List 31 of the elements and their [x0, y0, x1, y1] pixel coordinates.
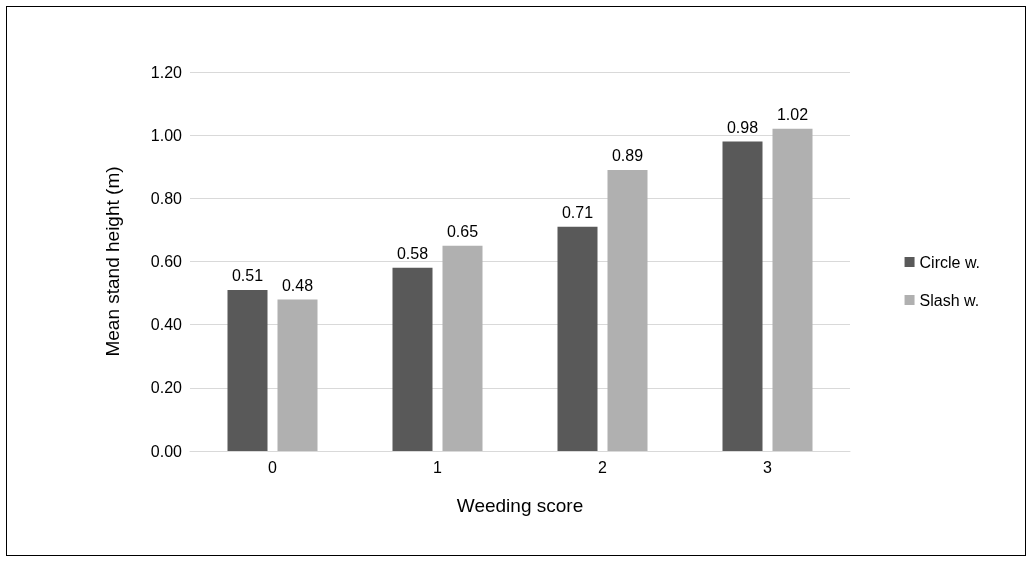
- y-tick-label: 0.00: [150, 442, 183, 460]
- data-label: 0.48: [281, 276, 314, 294]
- y-tick-label: 0.80: [150, 189, 183, 207]
- bar: [607, 169, 648, 451]
- y-tick-label: 0.40: [150, 316, 183, 334]
- legend-label: Circle w.: [919, 253, 980, 271]
- data-label: 0.65: [446, 223, 479, 241]
- y-tick-label: 1.20: [150, 63, 183, 81]
- legend-label: Slash w.: [919, 291, 980, 309]
- x-tick-label: 3: [763, 458, 773, 476]
- y-axis-title: Mean stand height (m): [102, 166, 123, 357]
- bar: [772, 128, 813, 451]
- data-label: 0.89: [611, 147, 644, 165]
- y-tick-label: 0.20: [150, 379, 183, 397]
- y-tick-label: 1.00: [150, 126, 183, 144]
- y-tick-label: 0.60: [150, 253, 183, 270]
- data-label: 0.98: [726, 118, 759, 136]
- data-label: 0.51: [231, 267, 264, 285]
- bar: [557, 226, 598, 451]
- x-tick-label: 1: [433, 458, 443, 476]
- x-tick-label: 2: [598, 458, 608, 476]
- bar: [277, 299, 318, 451]
- data-label: 0.71: [561, 204, 594, 222]
- x-tick-label: 0: [268, 458, 278, 476]
- data-label: 1.02: [776, 106, 809, 124]
- bar: [227, 289, 268, 451]
- bar: [722, 141, 763, 451]
- bar: [392, 267, 433, 451]
- data-label: 0.58: [396, 245, 429, 263]
- x-axis-title: Weeding score: [456, 495, 584, 516]
- bar: [442, 245, 483, 451]
